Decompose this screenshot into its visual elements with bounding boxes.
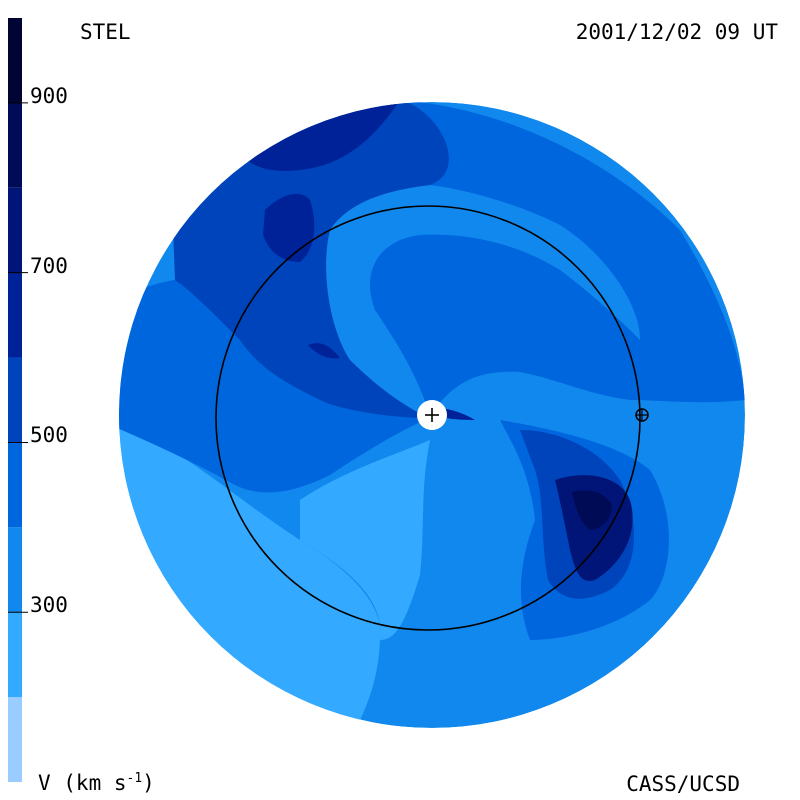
region-400-500-west [119, 276, 430, 493]
earth-marker [635, 408, 649, 422]
colorbar-segment-600-700 [8, 272, 22, 358]
colorbar-segment-700-800 [8, 187, 22, 273]
timestamp-label: 2001/12/02 09 UT [575, 20, 778, 44]
colorbar-segment-500-600 [8, 357, 22, 443]
colorbar-tick-label-500: 500 [30, 423, 68, 448]
colorbar [8, 18, 28, 782]
sun-marker [417, 400, 447, 430]
map-label-left: STEL [80, 20, 131, 44]
colorbar-unit-label: V (km s-1) [38, 772, 155, 794]
colorbar-tick-label-300: 300 [30, 593, 68, 618]
credit-label: CASS/UCSD [626, 772, 740, 796]
colorbar-segment-900-1000 [8, 18, 22, 103]
region-800-900-east-core [572, 490, 612, 530]
region-600-700-north-patch [263, 193, 315, 262]
unit-label-base: V (km s [38, 771, 127, 795]
colorbar-segment-400-500 [8, 442, 22, 528]
colorbar-segment-800-900 [8, 102, 22, 188]
colorbar-segment-200-300 [8, 612, 22, 698]
colorbar-tick-label-700: 700 [30, 253, 68, 278]
colorbar-segment-300-400 [8, 527, 22, 613]
region-600-700-west-patch [308, 343, 340, 359]
earth-orbit [215, 205, 641, 631]
region-200-300-center [300, 440, 430, 640]
unit-label-exponent: -1 [126, 771, 143, 786]
unit-label-close: ) [142, 771, 155, 795]
region-400-500-north [370, 102, 745, 415]
colorbar-tick-label-900: 900 [30, 83, 68, 108]
region-500-600-north [170, 102, 449, 418]
colorbar-segment-100-200 [8, 697, 22, 782]
